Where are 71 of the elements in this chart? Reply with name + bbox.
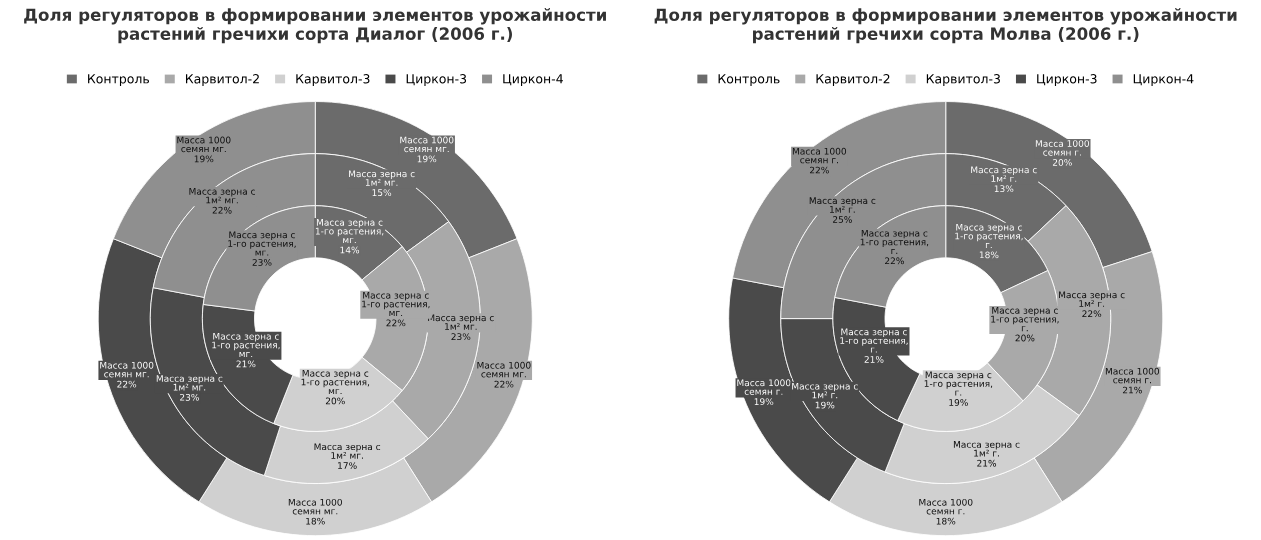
data-label: 22% bbox=[386, 319, 406, 327]
data-label: 18% bbox=[979, 251, 999, 259]
data-label: 19% bbox=[815, 401, 835, 409]
data-label: 13% bbox=[994, 185, 1014, 193]
text: Масса 1000 семян мг. bbox=[100, 361, 154, 378]
data-label: 18% bbox=[306, 517, 325, 525]
slice-label: Масса 1000 семян мг. bbox=[400, 136, 454, 153]
text: Масса 1000 семян мг. bbox=[177, 136, 231, 153]
legend-label: Контроль bbox=[718, 74, 780, 86]
legend-label: Циркон-4 bbox=[1133, 74, 1194, 86]
data-label: 14% bbox=[340, 246, 360, 254]
text: Масса зерна с 1-го растения, г. bbox=[840, 328, 908, 353]
text: Масса зерна с 1-го растения, г. bbox=[924, 371, 993, 396]
legend-label: Карвитол-3 bbox=[926, 74, 1000, 86]
data-label: 19% bbox=[949, 399, 968, 406]
legend-label: Циркон-3 bbox=[406, 74, 467, 86]
slice-label: Масса зерна с 1-го растения, г. bbox=[955, 223, 1023, 248]
text: Масса 1000 семян г. bbox=[919, 498, 973, 515]
text: Масса 1000 семян мг. bbox=[477, 361, 531, 378]
data-label: 23% bbox=[451, 333, 471, 341]
data-label: 20% bbox=[1015, 334, 1035, 342]
data-label: 23% bbox=[180, 393, 199, 401]
text: Масса зерна с 1м² мг. bbox=[314, 443, 381, 459]
data-label: 21% bbox=[977, 459, 997, 467]
chart-title: Доля регуляторов в формировании элементов урожайности растений гречихи сорта Молва (2006 г.) bbox=[654, 8, 1237, 44]
legend-label: Циркон-3 bbox=[1037, 74, 1097, 86]
data-label: 19% bbox=[754, 398, 774, 406]
chart-title: Доля регуляторов в формировании элементов урожайности растений гречихи сорта Диалог (2006 г.) bbox=[24, 8, 606, 44]
legend-label: Карвитол-2 bbox=[816, 74, 890, 86]
data-label: 21% bbox=[864, 356, 884, 363]
text: Масса зерна с 1-го растения, мг. bbox=[228, 231, 296, 256]
text: Масса 1000 семян г. bbox=[1105, 367, 1160, 384]
data-label: 22% bbox=[494, 380, 514, 388]
data-label: 22% bbox=[809, 166, 829, 174]
data-label: 21% bbox=[236, 360, 256, 368]
text: Масса зерна с 1-го растения, г. bbox=[860, 229, 929, 254]
data-label: 25% bbox=[832, 216, 852, 223]
data-label: 22% bbox=[1082, 310, 1102, 318]
legend-label: Карвитол-3 bbox=[296, 74, 370, 86]
data-label: 15% bbox=[372, 189, 392, 197]
text: Масса 1000 семян г. bbox=[792, 147, 847, 164]
text: Масса зерна с 1-го растения, г. bbox=[991, 307, 1059, 332]
text: Масса 1000 семян мг. bbox=[288, 498, 342, 515]
text: Масса 1000 семян г. bbox=[737, 379, 791, 395]
data-label: 21% bbox=[1122, 386, 1142, 394]
data-label: 19% bbox=[417, 155, 437, 163]
text: Масса зерна с 1м² г. bbox=[809, 197, 876, 213]
text: Масса зерна с 1м² г. bbox=[792, 382, 858, 399]
data-label: 17% bbox=[338, 462, 357, 469]
data-label: 18% bbox=[936, 517, 956, 525]
text: Масса зерна с 1-го растения, мг. bbox=[212, 332, 280, 358]
text: Масса зерна с 1-го растения, мг. bbox=[362, 291, 430, 317]
data-label: 20% bbox=[325, 397, 345, 405]
data-label: 23% bbox=[252, 259, 272, 266]
data-label: 22% bbox=[885, 257, 904, 265]
text: Масса зерна с 1м² г. bbox=[953, 441, 1020, 457]
data-label: 19% bbox=[194, 155, 214, 163]
slice-label: Масса 1000 семян г. bbox=[1035, 140, 1090, 156]
text: Масса зерна с 1-го растения, мг. bbox=[301, 370, 370, 395]
legend-label: Контроль bbox=[88, 74, 150, 86]
data-label: 22% bbox=[212, 206, 232, 214]
data-label: 20% bbox=[1052, 159, 1072, 166]
slice-label: Масса зерна с 1м² г. bbox=[971, 166, 1037, 182]
text: Масса зерна с 1м² мг. bbox=[189, 188, 255, 204]
legend-label: Циркон-4 bbox=[503, 74, 563, 86]
slice-label: Масса зерна с 1-го растения, мг. bbox=[315, 219, 384, 244]
data-label: 22% bbox=[117, 380, 137, 388]
text: Масса зерна с 1м² мг. bbox=[349, 170, 415, 186]
legend-label: Карвитол-2 bbox=[185, 74, 259, 86]
slice-label: Масса зерна с 1м² мг. bbox=[156, 375, 223, 391]
text: Масса зерна с 1м² г. bbox=[1059, 291, 1125, 307]
